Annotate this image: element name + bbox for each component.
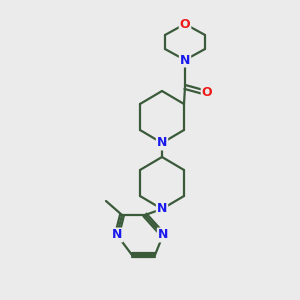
Text: N: N: [180, 53, 190, 67]
Text: N: N: [157, 136, 167, 149]
Text: N: N: [158, 229, 168, 242]
Text: O: O: [202, 86, 212, 100]
Text: O: O: [180, 17, 190, 31]
Text: N: N: [112, 229, 122, 242]
Text: N: N: [157, 202, 167, 215]
